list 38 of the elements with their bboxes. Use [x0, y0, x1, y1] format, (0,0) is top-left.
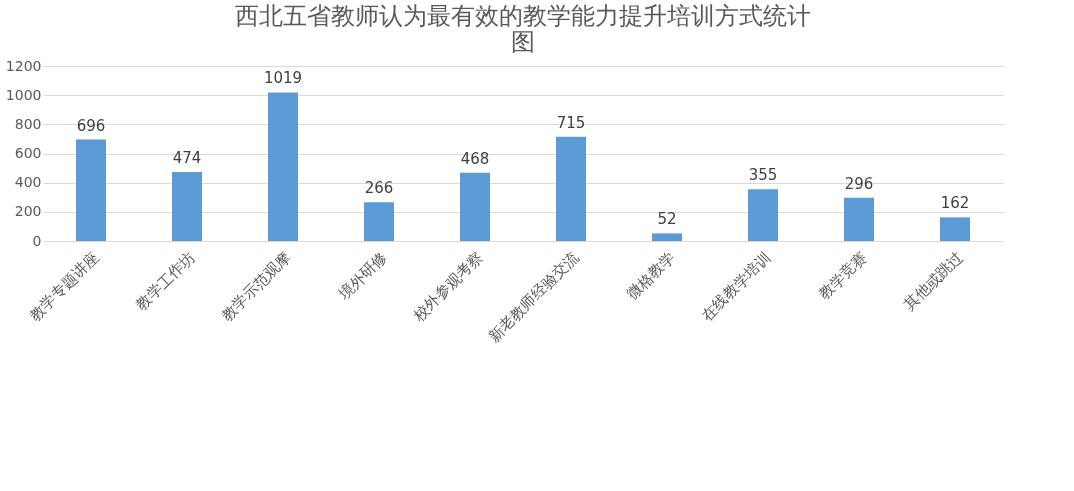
- x-tick-label: 在线教学培训: [697, 248, 775, 325]
- bar: [76, 139, 106, 241]
- y-tick-label: 200: [14, 203, 42, 220]
- data-label: 715: [556, 113, 586, 132]
- bar: [556, 136, 586, 241]
- data-label: 474: [172, 148, 202, 167]
- data-label: 468: [460, 149, 490, 168]
- y-tick-label: 0: [32, 232, 42, 249]
- x-tick-label: 微格教学: [623, 248, 679, 304]
- bar: [652, 233, 682, 241]
- x-tick-label: 教学专题讲座: [25, 248, 103, 325]
- y-tick-label: 1200: [5, 57, 42, 74]
- x-tick-label: 教学工作坊: [132, 248, 199, 314]
- x-tick-label: 新老教师经验交流: [484, 248, 583, 346]
- data-label: 266: [364, 179, 394, 198]
- data-label: 355: [748, 166, 778, 185]
- x-tick-label: 教学竞赛: [815, 248, 871, 304]
- x-tick-label: 境外研修: [334, 248, 391, 304]
- bar: [844, 197, 874, 241]
- bar: [268, 92, 298, 241]
- data-label: 696: [76, 116, 106, 135]
- x-tick-label: 校外参观考察: [409, 248, 487, 326]
- data-label: 162: [940, 194, 970, 213]
- y-tick-label: 600: [14, 145, 42, 161]
- data-label: 1019: [263, 69, 303, 88]
- x-tick-label: 其他或跳过: [900, 248, 967, 314]
- y-tick-label: 1000: [5, 86, 42, 103]
- y-tick-label: 800: [14, 115, 42, 132]
- x-tick-label: 教学示范观摩: [217, 248, 295, 325]
- data-label: 52: [657, 210, 677, 229]
- chart-title: 西北五省教师认为最有效的教学能力提升培训方式统计图: [235, 2, 811, 56]
- y-tick-label: 400: [14, 174, 42, 191]
- data-label: 296: [844, 174, 874, 193]
- bar: [748, 189, 778, 241]
- bar: [364, 202, 394, 241]
- bar: [460, 172, 490, 241]
- bar: [940, 217, 970, 241]
- bar: [172, 171, 202, 241]
